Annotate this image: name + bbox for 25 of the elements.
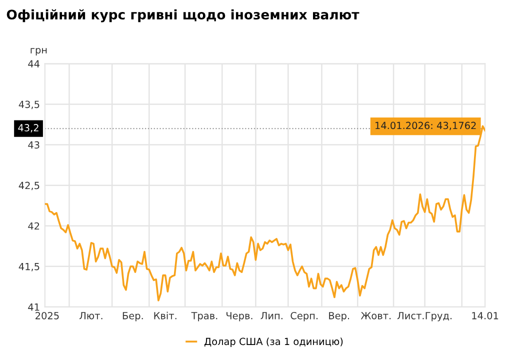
y-tick-label: 42 — [28, 222, 40, 230]
x-tick-label: Лист. — [397, 312, 424, 320]
annotation: 14.01.2026: 43,1762 — [376, 122, 476, 130]
y-tick-label: 42,5 — [18, 182, 40, 190]
x-tick-label: Груд. — [426, 312, 452, 322]
x-tick-label: Квіт. — [154, 312, 176, 320]
x-tick-label: Лип. — [260, 312, 282, 320]
x-tick-label: Вер. — [329, 312, 350, 322]
x-tick-label: Жовт. — [360, 312, 391, 320]
y-axis-title: грн — [30, 48, 47, 56]
x-tick-label: Лют. — [80, 312, 102, 320]
x-tick-label: Трав. — [191, 312, 218, 322]
x-tick-label: Черв. — [226, 312, 252, 322]
chart-title: Офіційний курс гривні щодо іноземних валют — [6, 9, 360, 22]
x-tick-label: 2025 — [36, 312, 59, 320]
x-tick-label: 14.01 — [472, 312, 498, 320]
y-tick-label: 43,5 — [18, 100, 40, 110]
legend-label: Долар США (за 1 одиницю) — [204, 338, 343, 347]
x-tick-label: Бер. — [122, 312, 143, 322]
y-tick-label: 41 — [28, 304, 40, 311]
y-tick-label: 41,5 — [18, 263, 40, 272]
y-tick-label: 44 — [28, 60, 40, 68]
ref-line-label: 43,2 — [18, 124, 38, 132]
x-tick-label: Серп. — [290, 312, 318, 322]
y-tick-label: 43 — [28, 141, 40, 149]
